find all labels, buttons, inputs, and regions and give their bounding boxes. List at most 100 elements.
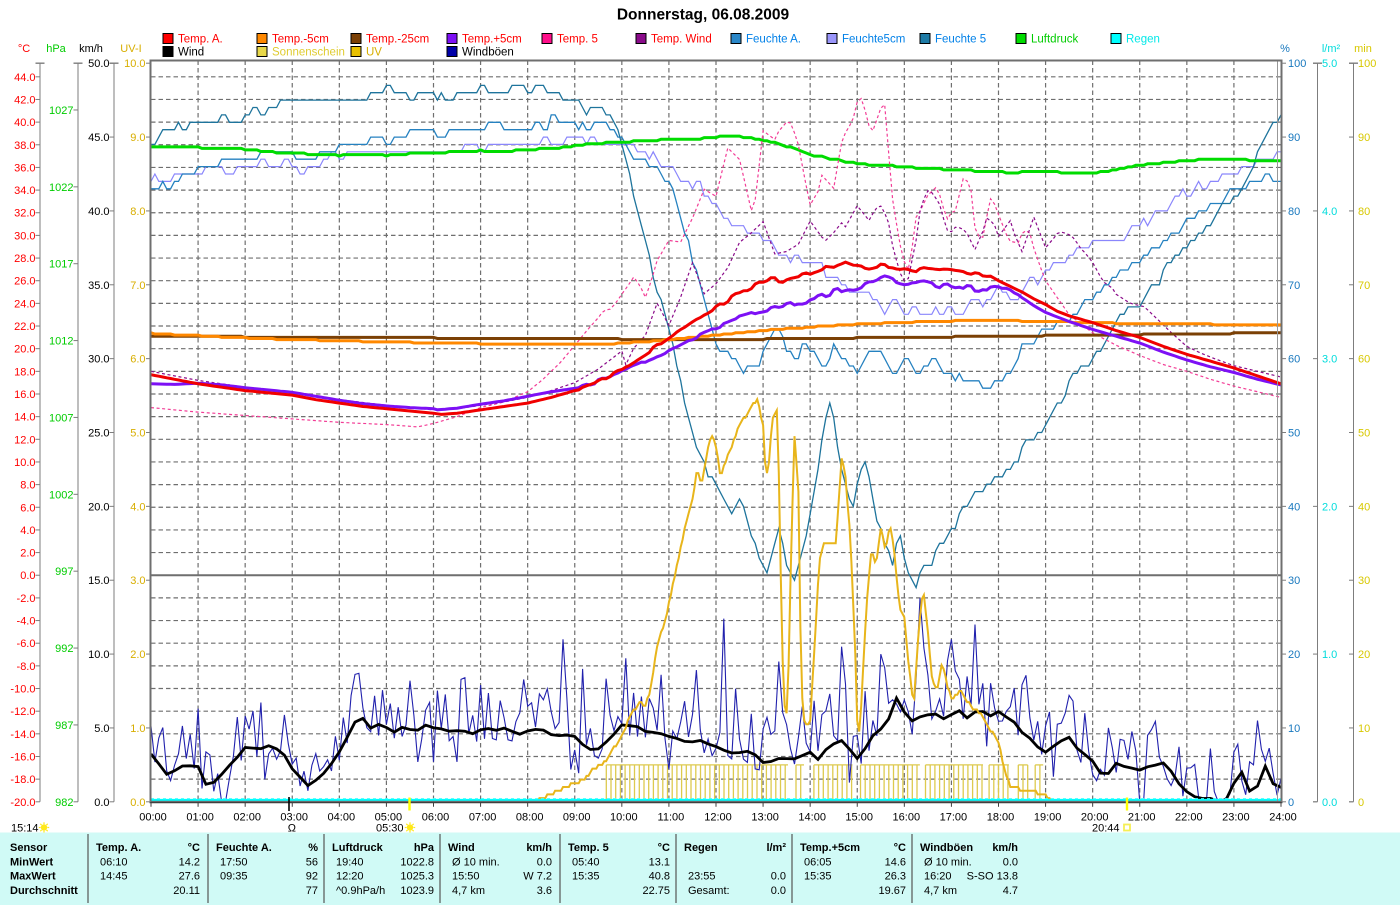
svg-text:90: 90 bbox=[1288, 132, 1300, 144]
svg-text:6.0: 6.0 bbox=[20, 502, 35, 514]
svg-text:28.0: 28.0 bbox=[14, 253, 35, 265]
svg-text:40: 40 bbox=[1288, 501, 1300, 513]
svg-text:l/m²: l/m² bbox=[766, 842, 786, 854]
svg-text:-14.0: -14.0 bbox=[10, 729, 35, 741]
svg-text:km/h: km/h bbox=[526, 842, 552, 854]
svg-text:982: 982 bbox=[55, 797, 73, 809]
svg-text:0.0: 0.0 bbox=[94, 797, 109, 809]
svg-text:Temp. 5: Temp. 5 bbox=[557, 34, 598, 46]
svg-text:30.0: 30.0 bbox=[88, 354, 109, 366]
svg-text:-16.0: -16.0 bbox=[10, 752, 35, 764]
svg-text:0.0: 0.0 bbox=[1322, 797, 1337, 809]
svg-text:11:00: 11:00 bbox=[658, 812, 685, 824]
svg-text:Ø 10 min.: Ø 10 min. bbox=[924, 856, 972, 868]
svg-text:12.0: 12.0 bbox=[14, 434, 35, 446]
svg-text:00:00: 00:00 bbox=[139, 812, 167, 824]
svg-text:16:20: 16:20 bbox=[924, 871, 952, 883]
svg-text:Donnerstag, 06.08.2009: Donnerstag, 06.08.2009 bbox=[617, 7, 790, 24]
svg-text:30.0: 30.0 bbox=[14, 230, 35, 242]
svg-text:03:00: 03:00 bbox=[280, 812, 308, 824]
svg-text:1025.3: 1025.3 bbox=[400, 871, 434, 883]
svg-text:0.0: 0.0 bbox=[1003, 856, 1018, 868]
svg-text:Temp. 5: Temp. 5 bbox=[568, 842, 609, 854]
svg-text:100: 100 bbox=[1358, 58, 1376, 70]
svg-text:07:00: 07:00 bbox=[469, 812, 497, 824]
svg-text:Sonnenschein: Sonnenschein bbox=[272, 47, 345, 59]
svg-text:09:00: 09:00 bbox=[563, 812, 591, 824]
svg-text:18.0: 18.0 bbox=[14, 366, 35, 378]
svg-text:10:00: 10:00 bbox=[610, 812, 638, 824]
svg-text:77: 77 bbox=[306, 885, 318, 897]
svg-text:°C: °C bbox=[658, 842, 670, 854]
svg-text:1027: 1027 bbox=[49, 105, 73, 117]
svg-text:90: 90 bbox=[1358, 132, 1370, 144]
svg-text:45.0: 45.0 bbox=[88, 132, 109, 144]
svg-text:15:50: 15:50 bbox=[452, 871, 480, 883]
svg-text:0.0: 0.0 bbox=[771, 871, 786, 883]
svg-text:50: 50 bbox=[1288, 428, 1300, 440]
svg-text:Gesamt:: Gesamt: bbox=[688, 885, 730, 897]
svg-text:1.0: 1.0 bbox=[1322, 649, 1337, 661]
svg-text:22.75: 22.75 bbox=[642, 885, 670, 897]
svg-text:14:45: 14:45 bbox=[100, 871, 128, 883]
svg-text:Ω: Ω bbox=[288, 823, 296, 835]
svg-text:20.11: 20.11 bbox=[173, 885, 200, 897]
svg-text:20: 20 bbox=[1288, 649, 1300, 661]
svg-text:15:35: 15:35 bbox=[804, 871, 832, 883]
svg-text:19:40: 19:40 bbox=[336, 856, 364, 868]
svg-text:100: 100 bbox=[1288, 58, 1306, 70]
svg-text:80: 80 bbox=[1358, 206, 1370, 218]
svg-text:1022.8: 1022.8 bbox=[400, 856, 434, 868]
svg-text:4.7: 4.7 bbox=[1003, 885, 1018, 897]
svg-text:3.0: 3.0 bbox=[130, 575, 145, 587]
svg-text:°C: °C bbox=[188, 842, 200, 854]
svg-text:92: 92 bbox=[306, 871, 318, 883]
svg-text:14.6: 14.6 bbox=[885, 856, 906, 868]
svg-text:^0.9hPa/h: ^0.9hPa/h bbox=[336, 885, 385, 897]
svg-text:05:00: 05:00 bbox=[375, 812, 403, 824]
svg-text:1017: 1017 bbox=[49, 259, 73, 271]
svg-text:15:14: 15:14 bbox=[11, 823, 39, 835]
svg-text:1007: 1007 bbox=[49, 412, 73, 424]
svg-text:70: 70 bbox=[1358, 280, 1370, 292]
svg-text:12:20: 12:20 bbox=[336, 871, 364, 883]
svg-text:1012: 1012 bbox=[49, 336, 73, 348]
svg-text:MaxWert: MaxWert bbox=[10, 871, 56, 883]
svg-text:min: min bbox=[1354, 43, 1372, 55]
svg-text:°C: °C bbox=[894, 842, 906, 854]
svg-text:997: 997 bbox=[55, 566, 73, 578]
svg-text:1023.9: 1023.9 bbox=[400, 885, 434, 897]
svg-text:15:00: 15:00 bbox=[845, 812, 873, 824]
svg-text:15:35: 15:35 bbox=[572, 871, 600, 883]
svg-text:05:30: 05:30 bbox=[376, 823, 404, 835]
svg-text:36.0: 36.0 bbox=[14, 162, 35, 174]
svg-text:09:35: 09:35 bbox=[220, 871, 248, 883]
svg-text:24.0: 24.0 bbox=[14, 298, 35, 310]
svg-text:°C: °C bbox=[18, 43, 30, 55]
svg-text:MinWert: MinWert bbox=[10, 856, 54, 868]
svg-text:13.1: 13.1 bbox=[649, 856, 670, 868]
svg-text:3.0: 3.0 bbox=[1322, 354, 1337, 366]
svg-text:5.0: 5.0 bbox=[130, 428, 145, 440]
svg-text:15.0: 15.0 bbox=[88, 575, 109, 587]
svg-text:Regen: Regen bbox=[684, 842, 718, 854]
svg-text:%: % bbox=[308, 842, 318, 854]
svg-text:27.6: 27.6 bbox=[179, 871, 200, 883]
svg-text:1022: 1022 bbox=[49, 182, 73, 194]
svg-text:2.0: 2.0 bbox=[1322, 501, 1337, 513]
svg-text:4.0: 4.0 bbox=[130, 501, 145, 513]
svg-text:08:00: 08:00 bbox=[516, 812, 544, 824]
svg-text:30: 30 bbox=[1288, 575, 1300, 587]
svg-text:hPa: hPa bbox=[414, 842, 435, 854]
svg-text:UV: UV bbox=[366, 47, 382, 59]
svg-text:14.2: 14.2 bbox=[179, 856, 200, 868]
svg-text:0.0: 0.0 bbox=[20, 570, 35, 582]
svg-text:20.0: 20.0 bbox=[88, 501, 109, 513]
svg-text:50: 50 bbox=[1358, 428, 1370, 440]
svg-text:35.0: 35.0 bbox=[88, 280, 109, 292]
svg-text:8.0: 8.0 bbox=[130, 206, 145, 218]
svg-text:70: 70 bbox=[1288, 280, 1300, 292]
svg-text:20:00: 20:00 bbox=[1081, 812, 1109, 824]
svg-text:21:00: 21:00 bbox=[1128, 812, 1156, 824]
svg-text:10.0: 10.0 bbox=[14, 457, 35, 469]
